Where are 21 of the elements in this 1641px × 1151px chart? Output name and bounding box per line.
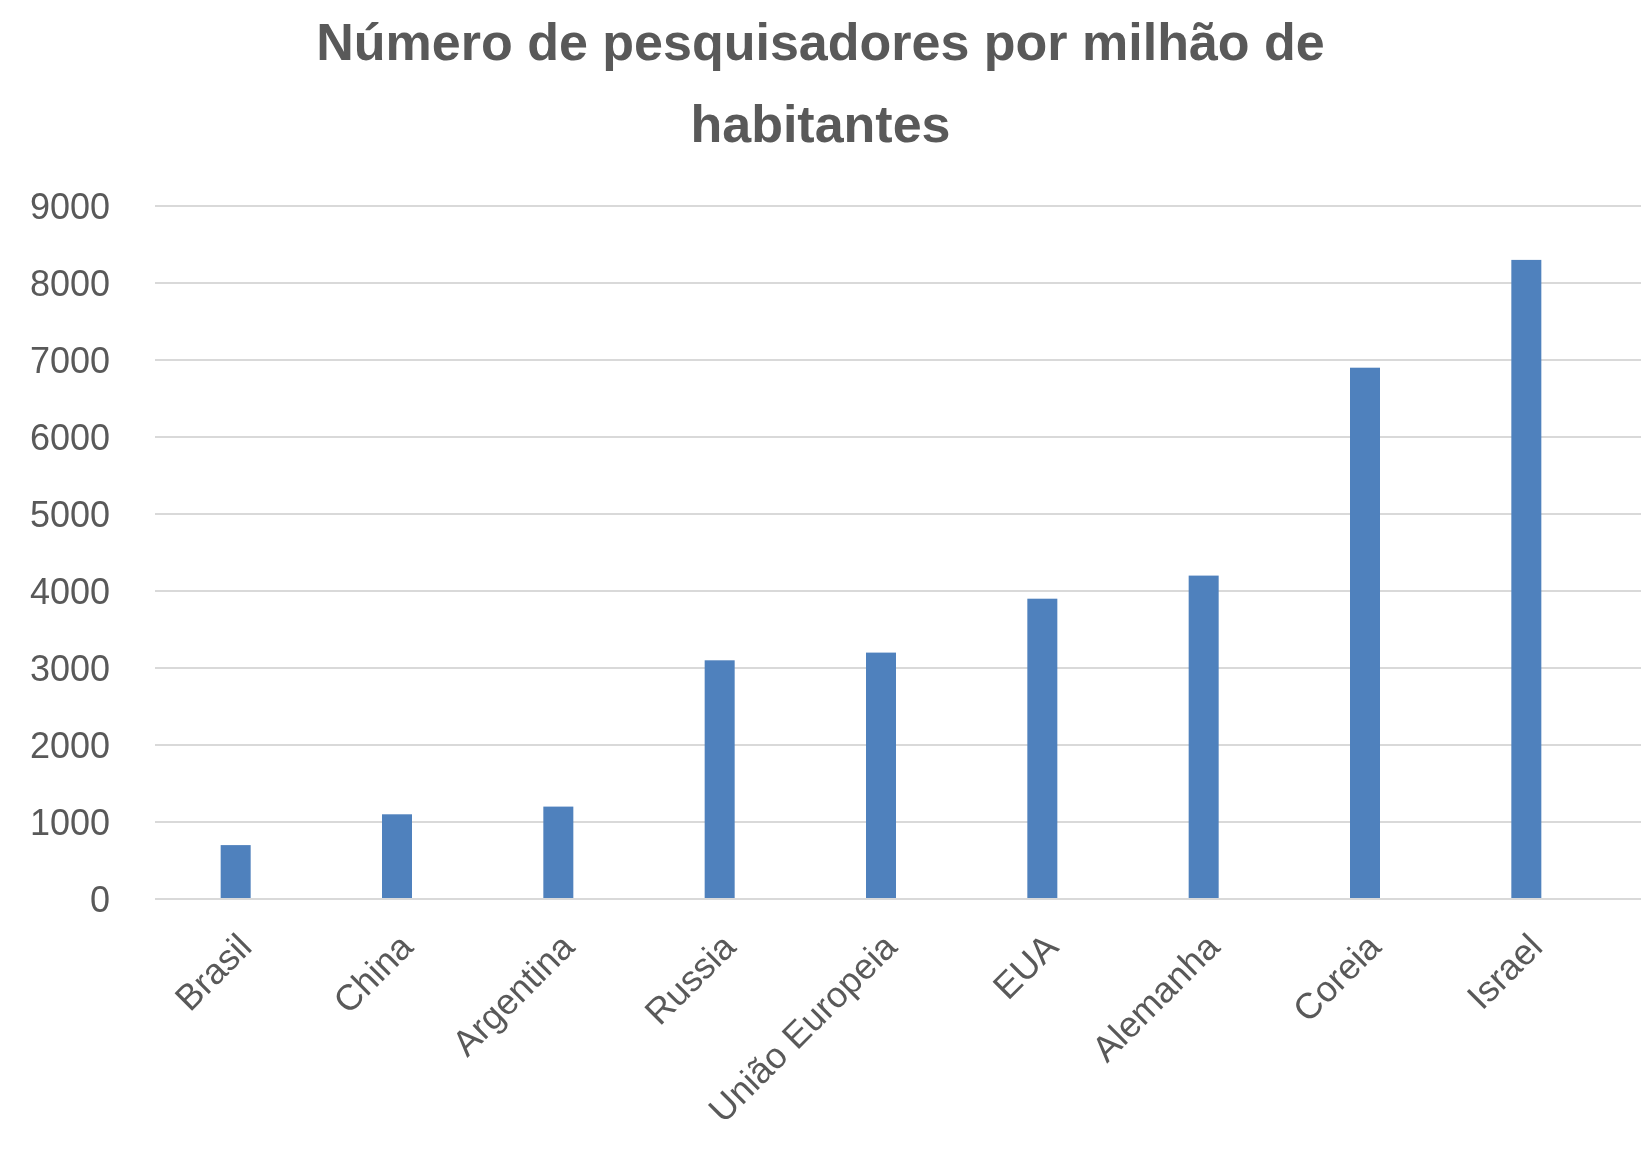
bar <box>220 845 251 899</box>
bar <box>866 652 896 899</box>
bar <box>543 806 574 899</box>
y-tick-label: 9000 <box>29 185 110 227</box>
y-tick-label: 7000 <box>29 339 110 381</box>
y-tick-label: 5000 <box>29 493 110 535</box>
y-tick-label: 6000 <box>29 416 110 458</box>
bar <box>1027 598 1058 899</box>
y-tick-label: 8000 <box>29 262 110 304</box>
x-tick-label: EUA <box>984 925 1066 1007</box>
bar <box>1511 259 1542 899</box>
bar <box>382 814 412 899</box>
bar <box>1188 575 1219 899</box>
y-tick-label: 4000 <box>29 570 110 612</box>
bar <box>704 660 735 899</box>
y-tick-label: 3000 <box>29 647 110 689</box>
bar <box>1350 367 1380 899</box>
y-tick-label: 1000 <box>29 801 110 843</box>
chart-title: Número de pesquisadores por milhão de habitantes <box>316 13 1325 153</box>
y-tick-label: 0 <box>89 878 110 920</box>
y-tick-label: 2000 <box>29 724 110 766</box>
